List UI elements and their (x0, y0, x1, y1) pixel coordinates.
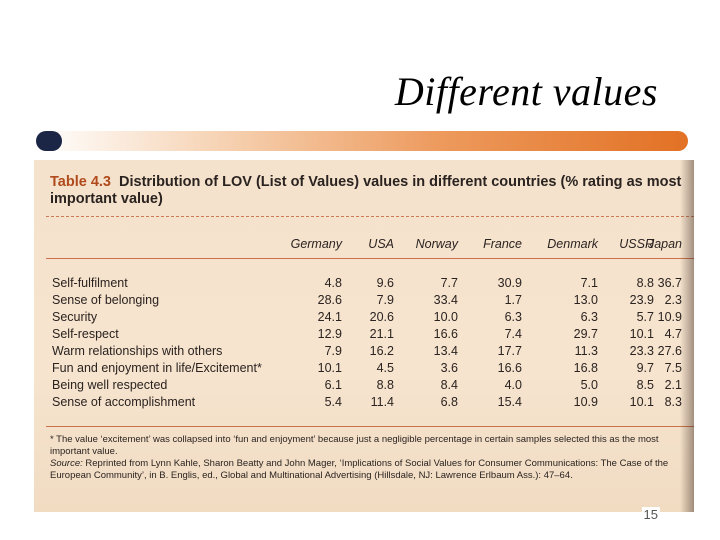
table-cell: 6.1 (324, 378, 342, 392)
title-underline-bar (36, 131, 688, 151)
column-header: Japan (647, 237, 682, 251)
table-cell: 7.4 (504, 327, 522, 341)
table-cell: 10.9 (657, 310, 682, 324)
table-caption: Distribution of LOV (List of Values) val… (50, 174, 682, 207)
table-cell: 5.4 (324, 395, 342, 409)
table-cell: 10.1 (629, 395, 654, 409)
table-cell: 8.8 (636, 276, 654, 290)
table-cell: 23.3 (629, 344, 654, 358)
table-cell: 9.7 (636, 361, 654, 375)
column-header: Norway (415, 237, 458, 251)
row-label: Self-fulfilment (52, 276, 128, 290)
table-cell: 15.4 (497, 395, 522, 409)
table-cell: 16.8 (573, 361, 598, 375)
row-label: Sense of accomplishment (52, 395, 196, 409)
row-label: Being well respected (52, 378, 168, 392)
table-cell: 16.2 (369, 344, 394, 358)
table-cell: 2.1 (664, 378, 682, 392)
row-label: Sense of belonging (52, 293, 160, 307)
table-cell: 3.6 (440, 361, 458, 375)
row-label: Security (52, 310, 98, 324)
header-rule (46, 258, 694, 259)
table-cell: 6.3 (580, 310, 598, 324)
table-cell: 7.1 (580, 276, 598, 290)
column-header: France (483, 237, 522, 251)
table-cell: 16.6 (497, 361, 522, 375)
table-cell: 5.0 (580, 378, 598, 392)
table-cell: 2.3 (664, 293, 682, 307)
table-cell: 20.6 (369, 310, 394, 324)
table-cell: 27.6 (657, 344, 682, 358)
table-cell: 8.3 (664, 395, 682, 409)
table-cell: 30.9 (497, 276, 522, 290)
source-note: Source: Reprinted from Lynn Kahle, Sharo… (50, 458, 690, 482)
table-cell: 8.5 (636, 378, 654, 392)
table-cell: 10.1 (629, 327, 654, 341)
table-cell: 28.6 (317, 293, 342, 307)
source-label: Source: (50, 458, 83, 469)
table-cell: 11.4 (370, 395, 394, 409)
table-cell: 8.8 (376, 378, 394, 392)
table-cell: 13.0 (573, 293, 598, 307)
table-cell: 7.7 (440, 276, 458, 290)
table-cell: 10.1 (317, 361, 342, 375)
scanned-table-image: Table 4.3 Distribution of LOV (List of V… (34, 160, 694, 512)
table-cell: 7.9 (376, 293, 394, 307)
table-cell: 29.7 (573, 327, 598, 341)
row-label: Self-respect (52, 327, 119, 341)
table-cell: 7.9 (324, 344, 342, 358)
source-text: Reprinted from Lynn Kahle, Sharon Beatty… (50, 458, 669, 481)
table-cell: 6.3 (504, 310, 522, 324)
table-heading: Table 4.3 Distribution of LOV (List of V… (50, 174, 690, 208)
table-cell: 24.1 (317, 310, 342, 324)
top-rule (46, 216, 694, 217)
table-cell: 16.6 (433, 327, 458, 341)
slide-title: Different values (394, 69, 658, 114)
table-cell: 10.9 (573, 395, 598, 409)
table-cell: 1.7 (504, 293, 522, 307)
table-cell: 6.8 (440, 395, 458, 409)
table-cell: 8.4 (440, 378, 458, 392)
table-footnote: * The value ‘excitement’ was collapsed i… (50, 434, 690, 482)
column-header: Germany (290, 237, 342, 251)
table-cell: 13.4 (433, 344, 458, 358)
column-header: USA (368, 237, 394, 251)
column-header: USSR (619, 237, 654, 251)
bottom-rule (46, 426, 694, 427)
table-cell: 10.0 (433, 310, 458, 324)
table-number: Table 4.3 (50, 174, 111, 190)
row-label: Warm relationships with others (52, 344, 223, 358)
table-cell: 12.9 (317, 327, 342, 341)
row-label: Fun and enjoyment in life/Excitement* (52, 361, 262, 375)
table-cell: 23.9 (629, 293, 654, 307)
table-cell: 4.0 (504, 378, 522, 392)
table-cell: 5.7 (636, 310, 654, 324)
title-bar-cap (36, 131, 62, 151)
table-cell: 21.1 (369, 327, 394, 341)
page-edge-shadow (680, 160, 694, 512)
page-number: 15 (641, 507, 660, 522)
table-cell: 11.3 (574, 344, 598, 358)
footnote-text: * The value ‘excitement’ was collapsed i… (50, 434, 659, 457)
table-cell: 17.7 (497, 344, 522, 358)
table-cell: 9.6 (376, 276, 394, 290)
table-cell: 4.8 (324, 276, 342, 290)
table-cell: 4.5 (376, 361, 394, 375)
table-cell: 33.4 (433, 293, 458, 307)
column-header: Denmark (547, 237, 598, 251)
table-cell: 7.5 (664, 361, 682, 375)
table-cell: 36.7 (657, 276, 682, 290)
table-cell: 4.7 (664, 327, 682, 341)
